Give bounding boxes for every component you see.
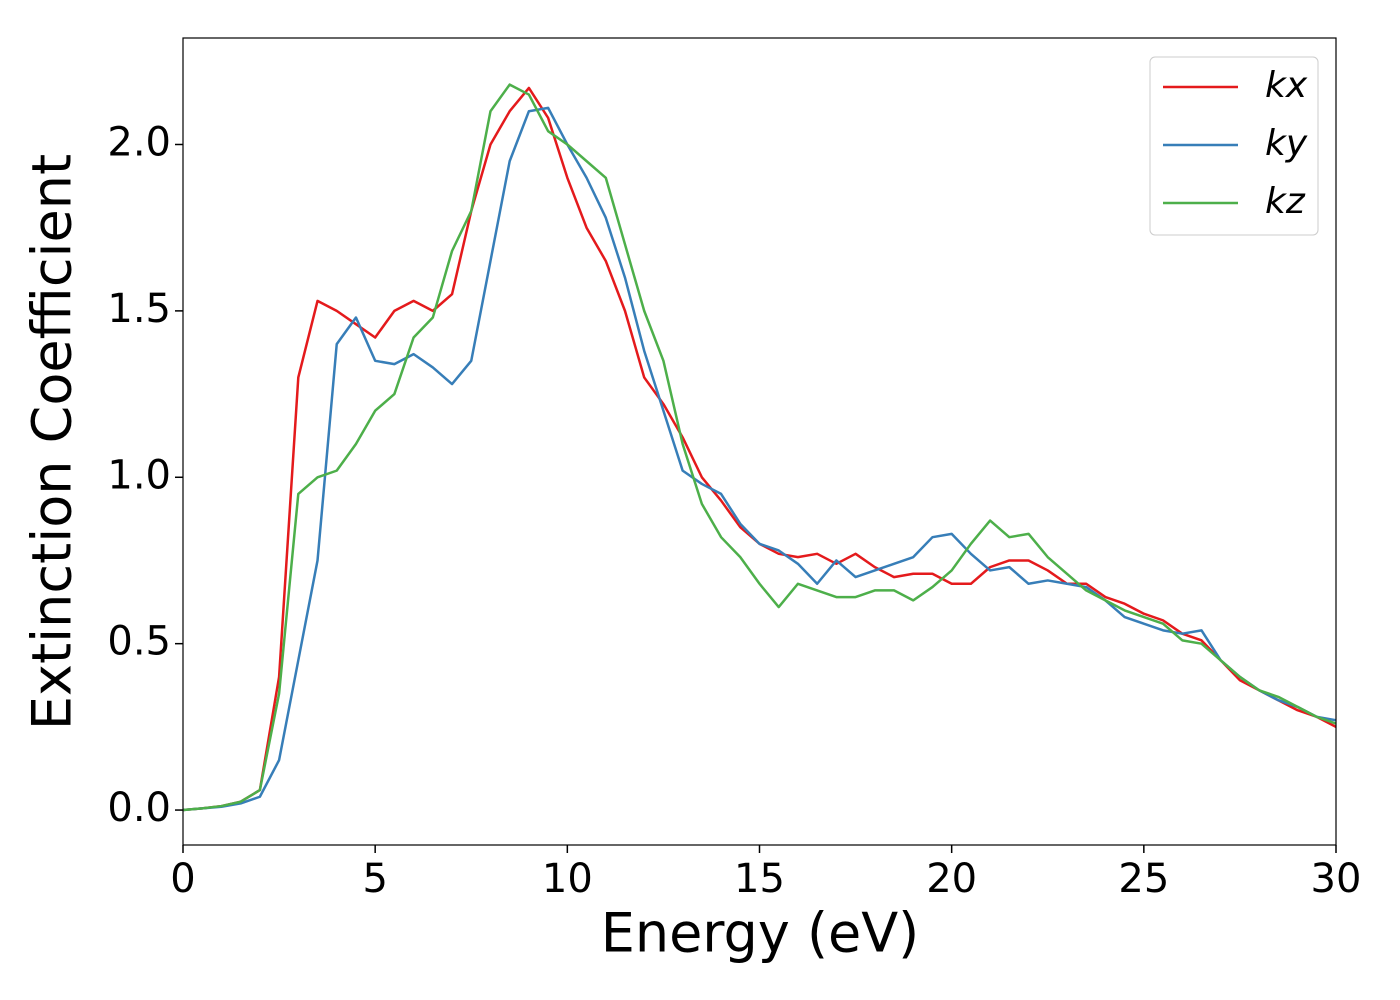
y-tick-label: 1.5 bbox=[107, 286, 171, 332]
x-tick-label: 10 bbox=[542, 856, 593, 902]
plot-frame bbox=[182, 37, 1337, 846]
y-axis-label: Extinction Coefficient bbox=[21, 154, 84, 730]
legend-label: kz bbox=[1265, 181, 1306, 222]
x-tick-label: 15 bbox=[734, 856, 785, 902]
x-tick-label: 5 bbox=[362, 856, 387, 902]
legend-label: kx bbox=[1265, 65, 1308, 106]
x-axis-label: Energy (eV) bbox=[601, 902, 920, 965]
x-tick-label: 20 bbox=[926, 856, 977, 902]
y-tick-label: 0.0 bbox=[107, 785, 171, 831]
y-tick-label: 2.0 bbox=[107, 119, 171, 165]
x-tick-label: 30 bbox=[1311, 856, 1362, 902]
x-tick-label: 25 bbox=[1118, 856, 1169, 902]
legend-label: ky bbox=[1265, 123, 1308, 164]
series-line bbox=[183, 106, 1336, 812]
y-tick-label: 0.5 bbox=[107, 619, 171, 665]
y-tick-label: 1.0 bbox=[107, 452, 171, 498]
x-tick-label: 0 bbox=[170, 856, 195, 902]
series-line bbox=[183, 83, 1336, 812]
